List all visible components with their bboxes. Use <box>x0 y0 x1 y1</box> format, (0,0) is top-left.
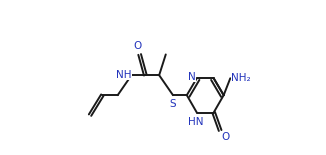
Text: S: S <box>170 100 176 109</box>
Text: NH₂: NH₂ <box>231 73 251 83</box>
Text: O: O <box>134 41 142 51</box>
Text: HN: HN <box>188 117 204 127</box>
Text: O: O <box>222 132 230 142</box>
Text: NH: NH <box>116 70 131 80</box>
Text: N: N <box>188 73 196 82</box>
